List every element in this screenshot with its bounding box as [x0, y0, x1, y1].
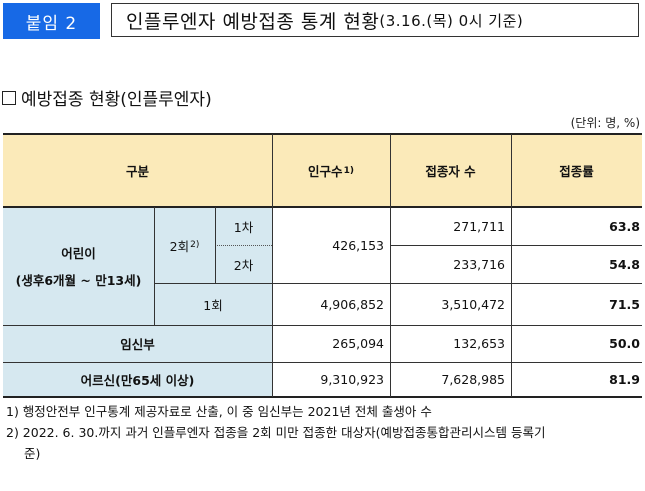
- one-dose-rate: 71.5: [511, 283, 642, 325]
- elderly-rate: 81.9: [511, 362, 642, 397]
- col-divider-children: [154, 207, 155, 325]
- two-dose-label: 2회 2): [154, 207, 215, 283]
- footnotes: 1) 행정안전부 인구통계 제공자료로 산출, 이 중 임신부는 2021년 전…: [6, 401, 545, 464]
- col-divider-vaccinated: [390, 134, 391, 397]
- header-category: 구분: [3, 134, 272, 207]
- pregnant-label: 임신부: [3, 325, 272, 362]
- header-population-text: 인구수: [308, 164, 343, 179]
- footnote-2-continued: 준): [24, 446, 41, 461]
- header-population: 인구수 1): [272, 134, 390, 207]
- pregnant-population: 265,094: [272, 325, 390, 362]
- checkbox-square-icon: [2, 90, 16, 105]
- footnote-1: 1) 행정안전부 인구통계 제공자료로 산출, 이 중 임신부는 2021년 전…: [6, 404, 432, 419]
- section-title-text: 예방접종 현황(인플루엔자): [21, 90, 212, 110]
- header-rate: 접종률: [511, 134, 642, 207]
- two-dose-text: 2회: [169, 238, 190, 254]
- pregnant-vaccinated: 132,653: [390, 325, 511, 362]
- one-dose-divider: [154, 283, 642, 284]
- appendix-badge: 붙임 2: [3, 3, 100, 39]
- col-divider-dose: [215, 207, 216, 283]
- footnote-2: 2) 2022. 6. 30.까지 과거 인플루엔자 접종을 2회 미만 접종한…: [6, 425, 546, 440]
- elderly-label: 어르신(만65세 이상): [3, 362, 272, 397]
- dose-divider: [390, 245, 642, 246]
- title-main: 인플루엔자 예방접종 통계 현황: [126, 10, 380, 33]
- elderly-vaccinated: 7,628,985: [390, 362, 511, 397]
- two-dose-population: 426,153: [272, 207, 390, 283]
- table-bottom-border: [3, 396, 642, 398]
- pregnant-divider: [3, 325, 642, 326]
- dose1-rate: 63.8: [511, 207, 642, 245]
- dose2-label: 2차: [215, 245, 272, 283]
- one-dose-label: 1회: [154, 283, 272, 325]
- document-title: 인플루엔자 예방접종 통계 현황 (3.16.(목) 0시 기준): [111, 3, 639, 37]
- unit-label: (단위: 명, %): [570, 116, 640, 130]
- dose2-vaccinated: 233,716: [390, 245, 511, 283]
- footnote-marker-2: 2): [190, 240, 200, 250]
- footnote-marker-1: 1): [343, 165, 354, 176]
- title-date: (3.16.(목) 0시 기준): [379, 11, 524, 30]
- children-label-line2: (생후6개월 ~ 만13세): [15, 273, 142, 288]
- col-divider-population: [272, 134, 273, 397]
- dose1-vaccinated: 271,711: [390, 207, 511, 245]
- dose1-label: 1차: [215, 207, 272, 245]
- elderly-divider: [3, 362, 642, 363]
- children-label: 어린이 (생후6개월 ~ 만13세): [3, 207, 154, 325]
- dose2-rate: 54.8: [511, 245, 642, 283]
- header-vaccinated: 접종자 수: [390, 134, 511, 207]
- vaccination-table: 구분 인구수 1) 접종자 수 접종률 어린이 (생후6개월 ~ 만13세) 2회…: [3, 133, 642, 398]
- dose-divider-dotted: [215, 245, 272, 246]
- table-top-border: [3, 133, 642, 135]
- col-divider-rate: [511, 134, 512, 397]
- one-dose-vaccinated: 3,510,472: [390, 283, 511, 325]
- children-label-line1: 어린이: [61, 246, 96, 261]
- section-title: 예방접종 현황(인플루엔자): [2, 85, 212, 110]
- one-dose-population: 4,906,852: [272, 283, 390, 325]
- header-divider: [3, 206, 642, 208]
- elderly-population: 9,310,923: [272, 362, 390, 397]
- pregnant-rate: 50.0: [511, 325, 642, 362]
